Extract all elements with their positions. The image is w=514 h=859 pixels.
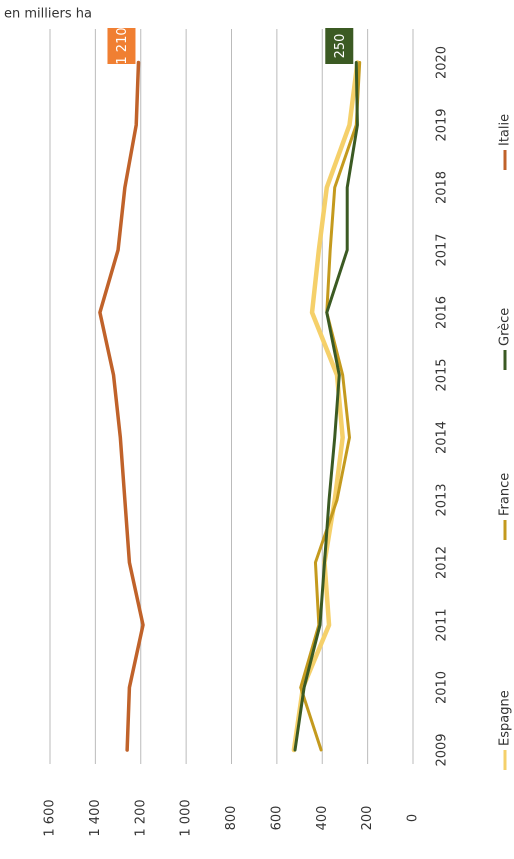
annotation-label: 1 210 [115,27,130,64]
x-tick-label: 2019 [435,108,450,141]
y-tick-label: 1 200 [133,799,148,836]
x-tick-label: 2015 [435,358,450,391]
y-tick-label: 400 [315,806,330,831]
x-tick-label: 2017 [435,233,450,266]
y-tick-label: 1 600 [43,799,58,836]
x-tick-label: 2016 [435,296,450,329]
legend-label: Italie [498,114,513,146]
x-tick-label: 2011 [435,608,450,641]
line-series [291,60,360,753]
y-tick-label: 0 [406,814,421,822]
line-series [98,60,145,752]
legend-label: Espagne [498,690,513,746]
x-tick-label: 2020 [435,46,450,79]
y-tick-label: 800 [224,806,239,831]
x-tick-label: 2018 [435,171,450,204]
y-tick-label: 600 [269,806,284,831]
annotation-box [107,28,136,64]
y-tick-label: 1 400 [88,799,103,836]
annotation-label: 250 [333,34,348,59]
legend-label: Grèce [498,308,513,346]
x-tick-label: 2010 [435,671,450,704]
annotation-box [325,28,354,64]
x-tick-label: 2009 [435,733,450,766]
x-tick-label: 2012 [435,546,450,579]
y-tick-label: 200 [360,806,375,831]
chart-subtitle: en milliers ha [4,7,92,22]
line-series [293,61,359,752]
x-tick-label: 2014 [435,421,450,454]
y-tick-label: 1 000 [179,799,194,836]
x-tick-label: 2013 [435,483,450,516]
plot: 0 200 400 600 800 1 000 1 200 1 400 1 600 2009 201… [43,27,513,836]
legend-label: France [498,473,513,516]
